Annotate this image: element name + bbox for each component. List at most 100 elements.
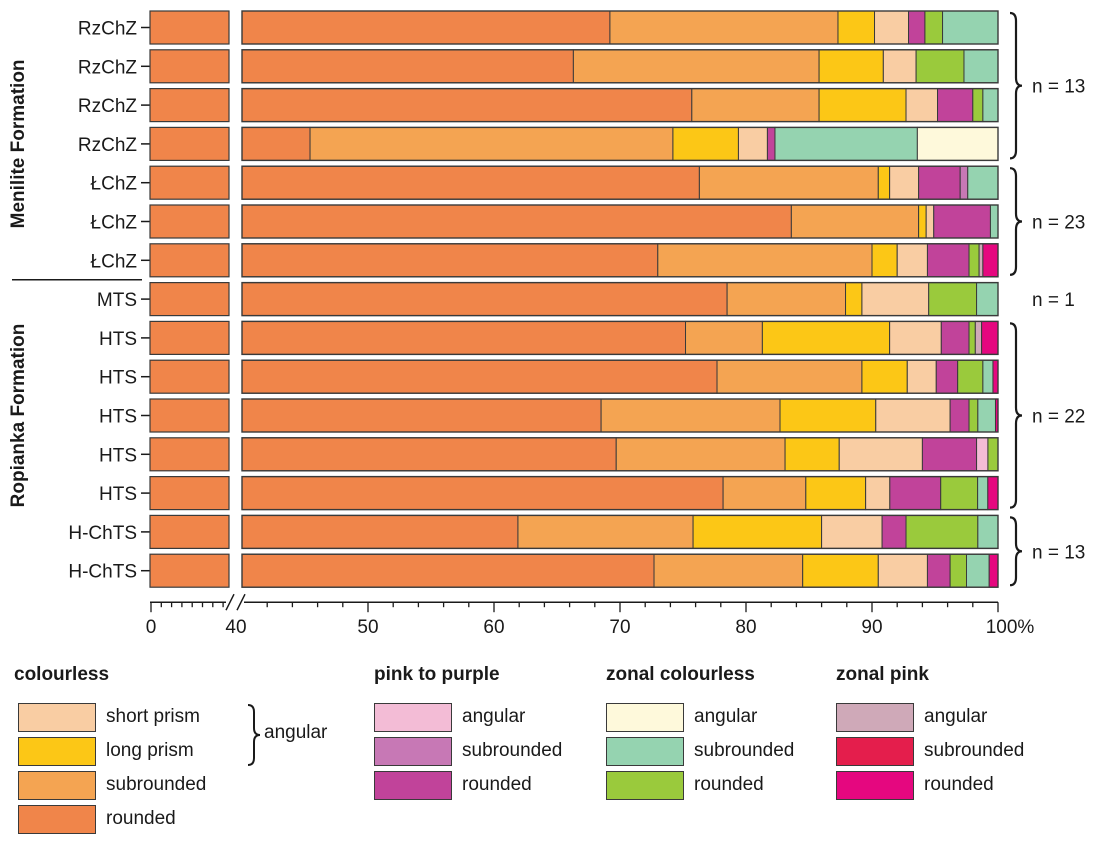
bar-segment-left — [149, 87, 230, 123]
legend-item-pink-rounded: rounded — [374, 770, 532, 800]
bar-segment — [609, 10, 839, 45]
bar-segment — [940, 476, 979, 511]
legend-item-zonal-pink-rounded: rounded — [836, 770, 994, 800]
legend-swatch — [836, 736, 914, 766]
legend-item-colourless-subrounded: subrounded — [18, 770, 206, 800]
legend-label: angular — [694, 706, 758, 727]
bar-segment — [672, 126, 739, 161]
bar-segment-left — [149, 282, 230, 317]
legend-swatch — [606, 770, 684, 800]
sample-count-label: n = 13 — [1032, 77, 1085, 98]
bar-segment — [937, 88, 974, 123]
legend-item-colourless-short-prism: short prism — [18, 702, 200, 732]
bar-segment-left — [149, 553, 230, 588]
sample-label: MTS — [97, 290, 137, 311]
bar-outline — [241, 87, 999, 123]
x-tick-label: 40 — [225, 617, 246, 638]
bar-segment — [933, 204, 991, 239]
legend-swatch — [18, 702, 96, 732]
bar-segment-left — [149, 10, 230, 45]
legend-label: rounded — [106, 808, 176, 829]
legend-item-colourless-long-prism: long prism — [18, 736, 194, 766]
legend-angular-brace — [247, 704, 261, 766]
axis-break-mark — [225, 593, 235, 611]
stacked-bars — [241, 10, 999, 588]
bar-segment — [915, 49, 965, 84]
sample-label: HTS — [99, 484, 137, 505]
bar-segment — [967, 165, 999, 200]
x-axis: 0 40 50 60 70 80 90 100% — [146, 593, 1035, 638]
bar-segment — [921, 437, 978, 472]
x-tick-label: 70 — [609, 617, 630, 638]
bar-segment — [977, 398, 996, 433]
bar-segment — [881, 514, 907, 549]
legend-item-pink-subrounded: subrounded — [374, 736, 562, 766]
bar-segment — [722, 476, 807, 511]
bar-segment — [874, 10, 910, 45]
x-tick-label: 90 — [861, 617, 882, 638]
bar-segment — [959, 165, 969, 200]
axis-break-mark — [236, 593, 246, 611]
bar-segment — [949, 553, 967, 588]
legend-item-zonal-rounded: rounded — [606, 770, 764, 800]
bar-segment-left — [149, 320, 230, 355]
bar-outline — [241, 475, 999, 511]
bar-segment — [889, 320, 942, 355]
bar-segment-left — [149, 398, 230, 433]
bar-segment-left — [149, 359, 230, 394]
bar-segment — [653, 553, 804, 588]
bar-segment — [737, 126, 768, 161]
formation-label: Menilite Formation — [8, 59, 29, 228]
bar-segment — [982, 243, 999, 278]
legend-item-zonal-angular: angular — [606, 702, 757, 732]
sample-label: HTS — [99, 407, 137, 428]
bar-segment — [963, 49, 999, 84]
bar-segment — [784, 437, 840, 472]
legend-label: rounded — [924, 774, 994, 795]
sample-count-label: n = 1 — [1032, 290, 1075, 311]
bar-segment — [882, 49, 917, 84]
x-tick-label: 100% — [986, 617, 1035, 638]
legend-swatch — [374, 702, 452, 732]
bar-segment — [241, 476, 724, 511]
bar-segment — [774, 126, 918, 161]
legend-label: subrounded — [106, 774, 207, 795]
bar-segment — [818, 88, 907, 123]
sample-label: RzChZ — [78, 135, 138, 156]
bar-segment — [976, 437, 989, 472]
bar-segment — [966, 553, 990, 588]
legend-title-zonal-pink: zonal pink — [836, 664, 929, 685]
bar-segment — [805, 476, 867, 511]
bar-outline — [241, 359, 999, 394]
bar-segment — [981, 320, 999, 355]
bar-segment — [241, 243, 659, 278]
legend-title-zonal-colourless: zonal colourless — [606, 664, 755, 685]
sample-label: RzChZ — [78, 19, 138, 40]
bar-outline — [241, 126, 999, 162]
bar-segment — [889, 476, 942, 511]
axis-break-left-bars — [149, 10, 230, 588]
bar-segment — [698, 165, 879, 200]
legend-swatch — [18, 736, 96, 766]
bar-segment — [972, 88, 984, 123]
bar-segment — [517, 514, 694, 549]
bar-segment — [982, 88, 999, 123]
bar-segment-left — [149, 437, 230, 472]
bar-outline — [241, 553, 999, 588]
legend-item-pink-angular: angular — [374, 702, 525, 732]
bar-segment — [802, 553, 879, 588]
bar-segment — [241, 204, 792, 239]
bar-segment — [935, 359, 959, 394]
legend-label: subrounded — [694, 740, 795, 761]
legend-swatch — [836, 770, 914, 800]
legend-swatch — [18, 804, 96, 834]
bar-segment — [241, 88, 693, 123]
sample-label: HTS — [99, 368, 137, 389]
legend-label: rounded — [462, 774, 532, 795]
legend-label: subrounded — [462, 740, 563, 761]
bar-segment — [241, 10, 611, 45]
legend-swatch — [606, 736, 684, 766]
bar-segment — [976, 282, 999, 317]
legend-label: rounded — [694, 774, 764, 795]
bar-segment — [977, 476, 989, 511]
